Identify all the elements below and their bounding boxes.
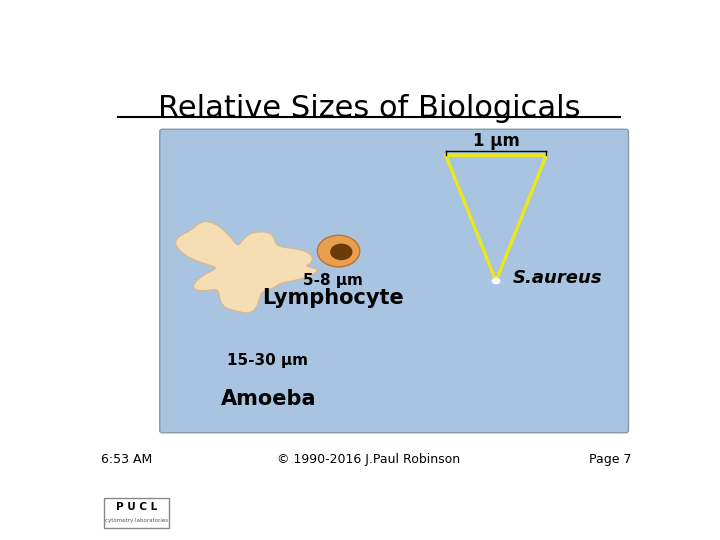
Text: 15-30 μm: 15-30 μm — [227, 353, 307, 368]
Text: 1 μm: 1 μm — [472, 132, 519, 150]
Circle shape — [492, 278, 500, 285]
Text: 6:53 AM: 6:53 AM — [101, 453, 153, 467]
Text: Lymphocyte: Lymphocyte — [262, 288, 404, 308]
Circle shape — [330, 244, 353, 260]
FancyBboxPatch shape — [160, 129, 629, 433]
FancyBboxPatch shape — [104, 498, 169, 528]
Text: P U C L: P U C L — [116, 502, 158, 511]
Text: Page 7: Page 7 — [589, 453, 631, 467]
Text: cytometry laboratories: cytometry laboratories — [105, 518, 168, 523]
Text: S.aureus: S.aureus — [513, 268, 603, 287]
Text: Amoeba: Amoeba — [221, 389, 317, 409]
Text: Relative Sizes of Biologicals: Relative Sizes of Biologicals — [158, 94, 580, 123]
Polygon shape — [176, 221, 318, 313]
Text: 5-8 μm: 5-8 μm — [303, 273, 363, 288]
Circle shape — [318, 235, 360, 267]
Text: © 1990-2016 J.Paul Robinson: © 1990-2016 J.Paul Robinson — [277, 453, 461, 467]
